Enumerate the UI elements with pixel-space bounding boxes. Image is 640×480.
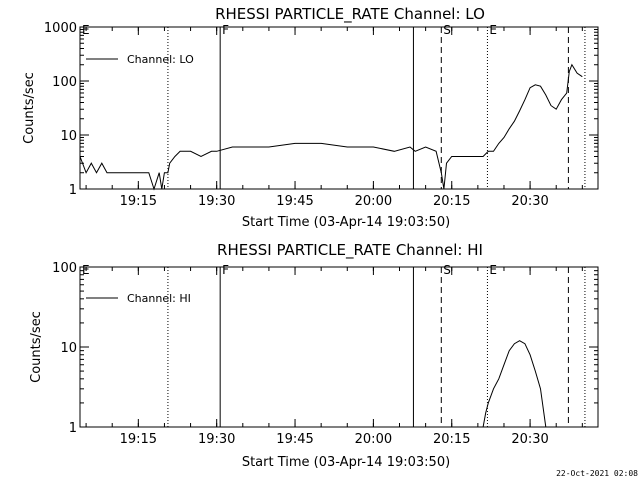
hi-x-axis-label: Start Time (03-Apr-14 19:03:50) bbox=[242, 455, 450, 470]
lo-series-line bbox=[79, 63, 583, 191]
hi-flag-label: E bbox=[489, 263, 497, 277]
lo-legend-label: Channel: LO bbox=[127, 53, 194, 66]
hi-legend-label: Channel: HI bbox=[127, 292, 191, 305]
lo-x-tick-label: 20:15 bbox=[433, 194, 470, 209]
hi-y-tick-label: 1 bbox=[69, 421, 77, 436]
hi-y-tick-label: 100 bbox=[52, 261, 77, 276]
lo-chart-title: RHESSI PARTICLE_RATE Channel: LO bbox=[215, 5, 485, 24]
hi-x-tick-label: 19:30 bbox=[198, 432, 235, 447]
hi-x-tick-label: 19:15 bbox=[120, 432, 157, 447]
hi-flag-label: E bbox=[82, 263, 90, 277]
lo-x-axis-label: Start Time (03-Apr-14 19:03:50) bbox=[242, 215, 450, 230]
lo-x-tick-label: 19:15 bbox=[120, 194, 157, 209]
lo-x-tick-label: 19:30 bbox=[198, 194, 235, 209]
lo-x-tick-label: 19:45 bbox=[276, 194, 313, 209]
hi-x-tick-label: 19:45 bbox=[276, 432, 313, 447]
hi-chart-title: RHESSI PARTICLE_RATE Channel: HI bbox=[217, 241, 483, 260]
hi-y-axis-label: Counts/sec bbox=[29, 311, 44, 383]
lo-y-tick-label: 100 bbox=[52, 75, 77, 90]
lo-flag-label: S bbox=[443, 23, 451, 37]
lo-flag-label: E bbox=[489, 23, 497, 37]
lo-y-tick-label: 1 bbox=[69, 183, 77, 198]
lo-x-tick-label: 20:00 bbox=[355, 194, 392, 209]
lo-y-tick-label: 10 bbox=[60, 129, 77, 144]
lo-y-tick-label: 1000 bbox=[44, 21, 77, 36]
lo-y-axis-label: Counts/sec bbox=[22, 72, 37, 144]
hi-flag-label: S bbox=[443, 263, 451, 277]
lo-flag-label: E bbox=[82, 23, 90, 37]
hi-y-tick-label: 10 bbox=[60, 341, 77, 356]
lo-channel-panel: RHESSI PARTICLE_RATE Channel: LO Start T… bbox=[22, 5, 599, 230]
hi-series-line bbox=[482, 340, 547, 428]
generation-timestamp: 22-Oct-2021 02:08 bbox=[556, 469, 638, 478]
hi-x-tick-label: 20:30 bbox=[511, 432, 548, 447]
hi-channel-panel: RHESSI PARTICLE_RATE Channel: HI Start T… bbox=[29, 241, 599, 470]
hi-x-tick-label: 20:15 bbox=[433, 432, 470, 447]
hi-x-tick-label: 20:00 bbox=[355, 432, 392, 447]
lo-flag-label: F bbox=[222, 23, 229, 37]
lo-x-tick-label: 20:30 bbox=[511, 194, 548, 209]
hi-flag-label: F bbox=[222, 263, 229, 277]
